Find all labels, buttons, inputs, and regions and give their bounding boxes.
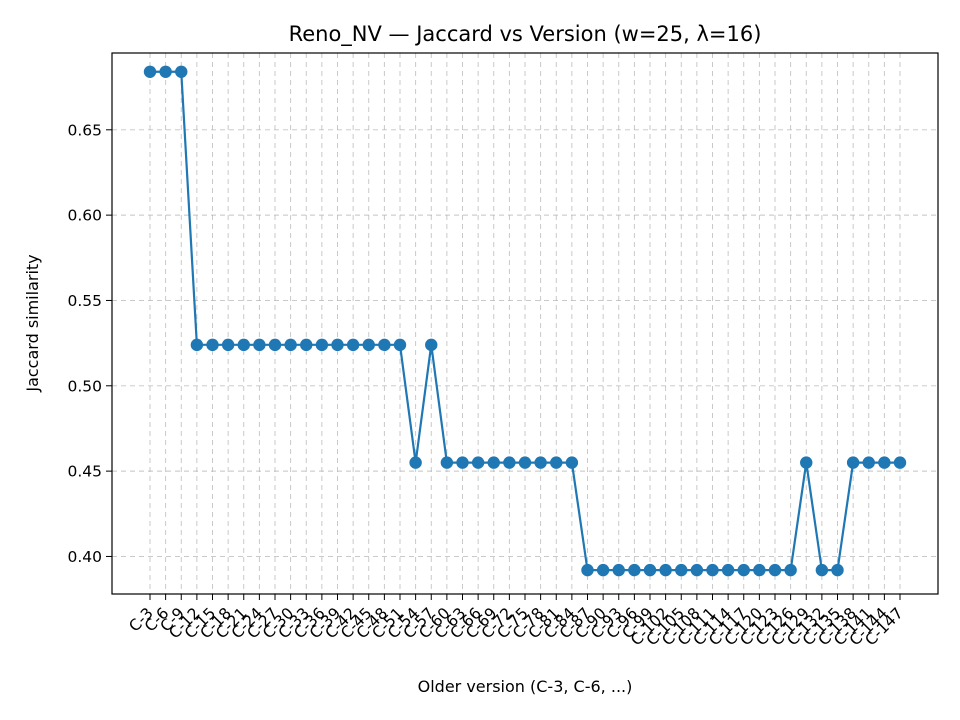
- data-point: [768, 563, 782, 577]
- data-point: [690, 563, 704, 577]
- y-tick-label: 0.60: [67, 207, 102, 225]
- data-point: [175, 65, 188, 78]
- x-axis-label: Older version (C-3, C-6, ...): [418, 677, 633, 696]
- data-point: [534, 456, 547, 469]
- data-point: [346, 338, 360, 352]
- data-point: [378, 338, 391, 352]
- data-point: [721, 563, 735, 577]
- data-point: [862, 456, 875, 469]
- data-point: [565, 456, 579, 469]
- data-point: [800, 456, 813, 469]
- data-point: [221, 338, 235, 352]
- data-point: [550, 456, 563, 469]
- data-point: [737, 563, 750, 577]
- data-point: [206, 338, 219, 352]
- data-point: [300, 338, 313, 352]
- data-point: [331, 338, 344, 352]
- data-point: [643, 563, 657, 577]
- data-point: [253, 338, 266, 352]
- grid: [112, 53, 938, 594]
- data-point: [518, 456, 532, 469]
- data-point: [268, 338, 282, 352]
- data-point: [596, 563, 610, 577]
- data-point: [831, 563, 844, 577]
- y-tick-label: 0.40: [67, 548, 102, 566]
- data-point: [503, 456, 516, 469]
- y-tick-label: 0.45: [67, 463, 102, 481]
- data-point: [159, 65, 172, 78]
- y-axis-label: Jaccard similarity: [23, 254, 42, 392]
- data-point: [815, 563, 829, 577]
- data-point: [612, 563, 625, 577]
- data-point: [487, 456, 500, 469]
- data-point: [362, 338, 375, 352]
- data-point: [190, 338, 204, 352]
- data-point: [284, 338, 297, 352]
- x-axis-ticks: C-3C-6C-9C-12C-15C-18C-21C-24C-27C-30C-3…: [126, 594, 907, 649]
- chart-title: Reno_NV — Jaccard vs Version (w=25, λ=16…: [289, 22, 762, 47]
- data-point: [846, 456, 860, 469]
- data-point: [471, 456, 485, 469]
- y-tick-label: 0.65: [67, 121, 102, 139]
- data-point: [393, 338, 407, 352]
- data-point: [628, 563, 641, 577]
- data-point: [237, 338, 250, 352]
- series-jaccard: [143, 65, 907, 577]
- data-point: [440, 456, 454, 469]
- data-point: [878, 456, 891, 469]
- data-point: [706, 563, 719, 577]
- plot-frame: [111, 52, 939, 595]
- data-point: [753, 563, 766, 577]
- y-tick-label: 0.55: [67, 292, 102, 310]
- data-point: [784, 563, 797, 577]
- data-point: [456, 456, 469, 469]
- data-point: [143, 65, 157, 78]
- y-axis-ticks: 0.40 0.45 0.50 0.55 0.60 0.65: [67, 121, 112, 566]
- y-tick-label: 0.50: [67, 377, 102, 395]
- data-point: [581, 563, 594, 577]
- data-point: [675, 563, 688, 577]
- data-point: [409, 456, 422, 469]
- data-point: [893, 456, 907, 469]
- data-point: [425, 338, 438, 352]
- data-point: [315, 338, 329, 352]
- data-point: [659, 563, 672, 577]
